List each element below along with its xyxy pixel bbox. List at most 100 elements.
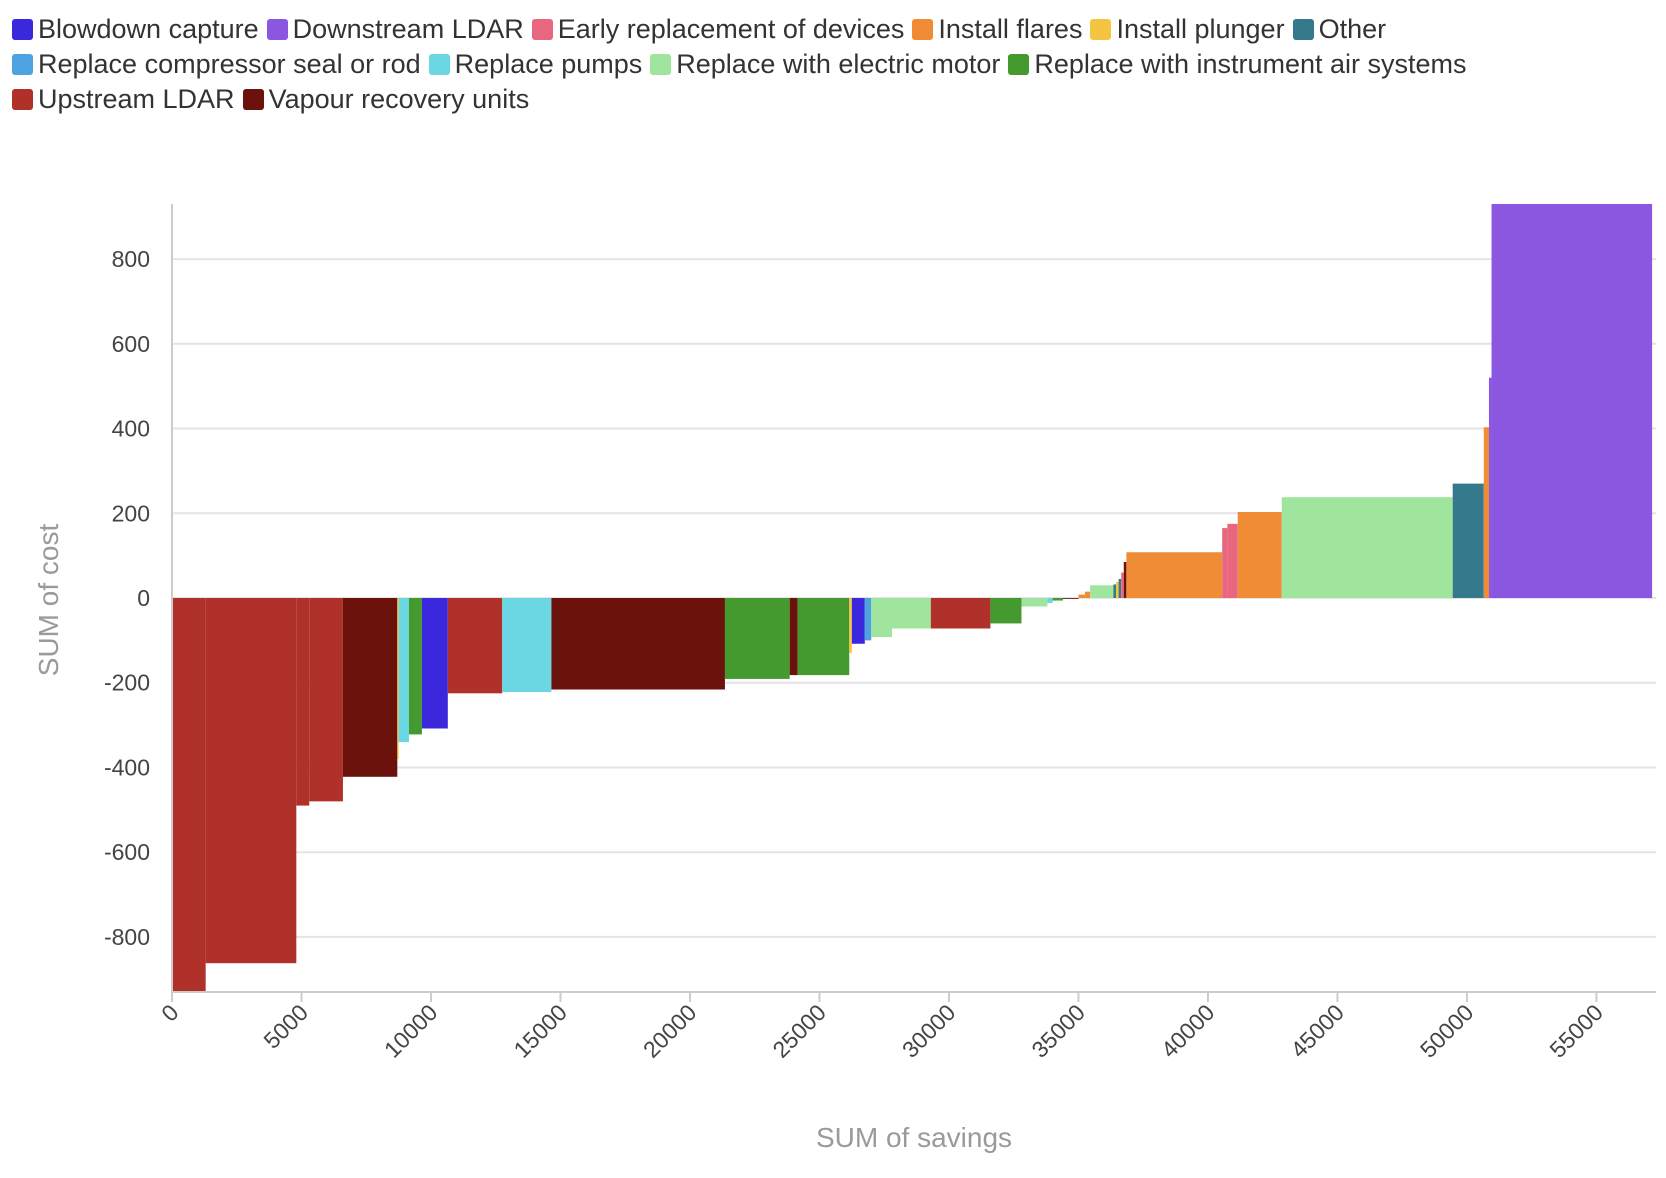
bar[interactable] bbox=[990, 598, 1022, 624]
bar[interactable] bbox=[724, 598, 790, 679]
legend-label: Blowdown capture bbox=[38, 14, 259, 44]
x-tick-label: 15000 bbox=[508, 999, 572, 1063]
bar[interactable] bbox=[1116, 581, 1119, 598]
bar[interactable] bbox=[309, 598, 343, 802]
legend-item[interactable]: Blowdown capture bbox=[12, 14, 259, 44]
bar[interactable] bbox=[1222, 528, 1228, 598]
legend-item[interactable]: Replace pumps bbox=[428, 49, 643, 79]
x-tick-label: 35000 bbox=[1026, 999, 1090, 1063]
legend-label: Replace compressor seal or rod bbox=[38, 49, 421, 79]
y-axis-title: SUM of cost bbox=[33, 524, 64, 677]
x-tick-label: 30000 bbox=[897, 999, 961, 1063]
x-tick-label: 5000 bbox=[258, 999, 313, 1054]
bar[interactable] bbox=[1452, 483, 1484, 598]
bar[interactable] bbox=[789, 598, 798, 676]
y-tick-label: 200 bbox=[112, 500, 150, 526]
y-tick-label: 600 bbox=[112, 331, 150, 357]
bar[interactable] bbox=[205, 598, 297, 964]
legend-item[interactable]: Other bbox=[1292, 14, 1387, 44]
bar[interactable] bbox=[1078, 594, 1085, 598]
bar[interactable] bbox=[1047, 598, 1053, 604]
y-tick-label: -800 bbox=[104, 924, 150, 950]
legend-item[interactable]: Replace with electric motor bbox=[650, 49, 1001, 79]
x-tick-label: 50000 bbox=[1415, 999, 1479, 1063]
bar[interactable] bbox=[342, 598, 398, 777]
bar[interactable] bbox=[172, 598, 206, 992]
bar[interactable] bbox=[864, 598, 872, 641]
legend-swatch bbox=[531, 18, 553, 40]
bar[interactable] bbox=[408, 598, 422, 735]
legend-label: Replace with instrument air systems bbox=[1034, 49, 1467, 79]
legend-label: Upstream LDAR bbox=[38, 84, 235, 114]
bar[interactable] bbox=[1084, 591, 1091, 598]
bar[interactable] bbox=[851, 598, 865, 644]
legend-swatch bbox=[428, 53, 450, 75]
bars bbox=[172, 204, 1653, 992]
x-tick-label: 55000 bbox=[1544, 999, 1608, 1063]
legend-item[interactable]: Downstream LDAR bbox=[266, 14, 524, 44]
bar[interactable] bbox=[1062, 598, 1079, 599]
legend-swatch bbox=[650, 53, 672, 75]
legend-label: Replace with electric motor bbox=[676, 49, 1001, 79]
legend-label: Other bbox=[1318, 14, 1387, 44]
bar[interactable] bbox=[551, 598, 725, 690]
legend-label: Downstream LDAR bbox=[292, 14, 524, 44]
bar[interactable] bbox=[1281, 497, 1453, 598]
legend-item[interactable]: Install plunger bbox=[1090, 14, 1285, 44]
bar[interactable] bbox=[398, 598, 409, 743]
bar[interactable] bbox=[1118, 578, 1122, 598]
legend-swatch bbox=[1292, 18, 1314, 40]
legend-item[interactable]: Install flares bbox=[912, 14, 1083, 44]
bar[interactable] bbox=[447, 598, 503, 694]
x-axis-title: SUM of savings bbox=[816, 1122, 1012, 1153]
legend-swatch bbox=[242, 88, 264, 110]
bar[interactable] bbox=[1488, 377, 1492, 598]
bar[interactable] bbox=[797, 598, 850, 676]
bar[interactable] bbox=[849, 598, 852, 654]
bar[interactable] bbox=[1491, 204, 1653, 598]
bar[interactable] bbox=[930, 598, 991, 629]
bar[interactable] bbox=[1052, 598, 1063, 601]
bar[interactable] bbox=[1237, 511, 1282, 598]
bar[interactable] bbox=[1126, 552, 1223, 598]
bar[interactable] bbox=[1227, 523, 1238, 598]
legend-item[interactable]: Vapour recovery units bbox=[242, 86, 529, 113]
legend-item[interactable]: Early replacement of devices bbox=[531, 14, 905, 44]
bar[interactable] bbox=[397, 598, 399, 759]
bar[interactable] bbox=[1113, 584, 1117, 598]
x-tick-label: 25000 bbox=[767, 999, 831, 1063]
bar[interactable] bbox=[1021, 598, 1048, 607]
legend-item[interactable]: Replace with instrument air systems bbox=[1008, 49, 1467, 79]
bar[interactable] bbox=[421, 598, 448, 729]
y-tick-label: 400 bbox=[112, 416, 150, 442]
legend-item[interactable]: Replace compressor seal or rod bbox=[12, 49, 421, 79]
legend-label: Early replacement of devices bbox=[557, 14, 905, 44]
bar[interactable] bbox=[1483, 427, 1489, 598]
x-tick-label: 10000 bbox=[379, 999, 443, 1063]
legend-swatch bbox=[1090, 18, 1112, 40]
legend-label: Install plunger bbox=[1116, 14, 1285, 44]
legend-swatch bbox=[1008, 53, 1030, 75]
legend-swatch bbox=[266, 18, 288, 40]
legend-item[interactable]: Upstream LDAR bbox=[12, 84, 235, 114]
bar[interactable] bbox=[871, 598, 892, 637]
legend-swatch bbox=[12, 18, 33, 40]
bar[interactable] bbox=[296, 598, 310, 806]
legend-label: Install flares bbox=[938, 14, 1083, 44]
y-tick-label: 0 bbox=[137, 585, 150, 611]
legend-swatch bbox=[912, 18, 934, 40]
x-tick-label: 45000 bbox=[1285, 999, 1349, 1063]
bar[interactable] bbox=[891, 598, 931, 629]
bar[interactable] bbox=[1123, 561, 1127, 598]
y-tick-label: -200 bbox=[104, 670, 150, 696]
bar[interactable] bbox=[1090, 585, 1114, 598]
bar[interactable] bbox=[1121, 572, 1124, 598]
legend-label: Replace pumps bbox=[454, 49, 643, 79]
bar[interactable] bbox=[502, 598, 552, 693]
y-tick-label: -400 bbox=[104, 754, 150, 780]
legend: Blowdown capture Downstream LDAR Early rep… bbox=[12, 14, 1652, 114]
legend-swatch bbox=[12, 53, 33, 75]
y-tick-label: -600 bbox=[104, 839, 150, 865]
x-tick-label: 0 bbox=[156, 999, 183, 1026]
